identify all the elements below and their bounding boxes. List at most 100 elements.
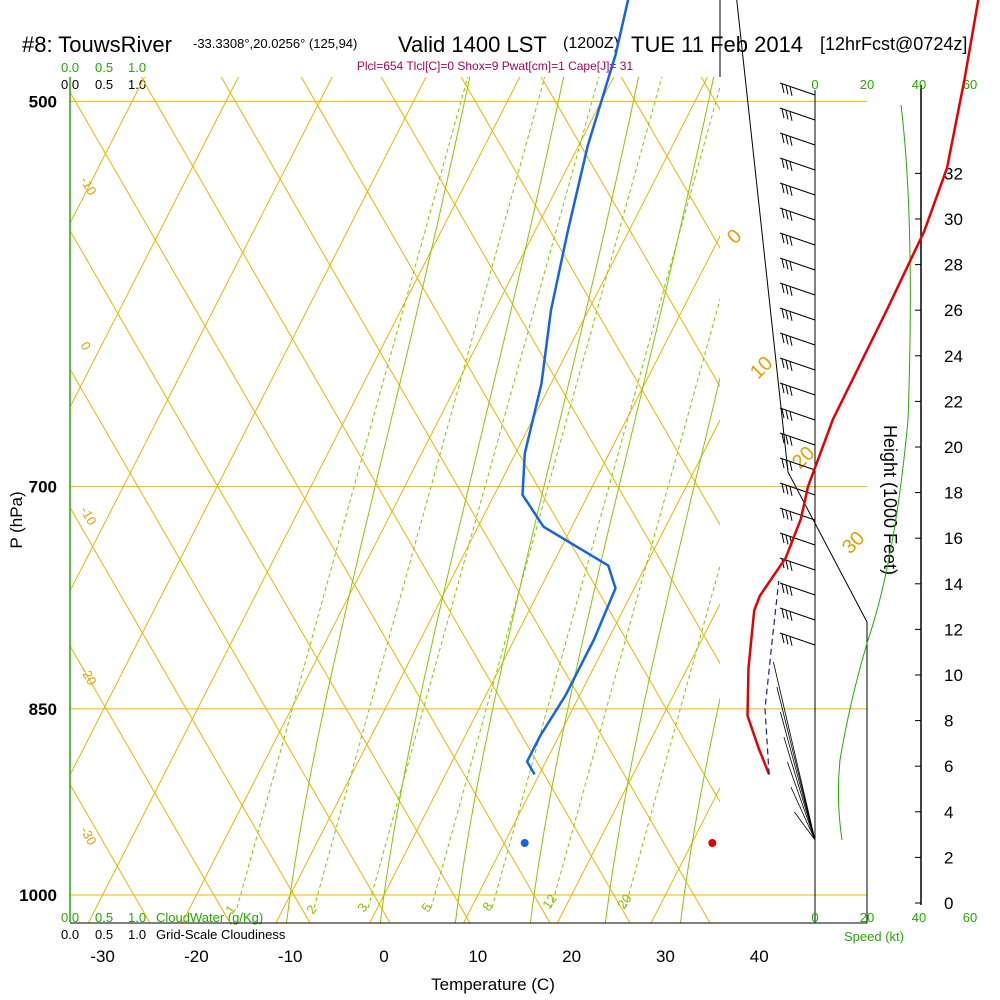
wind-barb-staff xyxy=(779,107,816,121)
height-tick-label: 4 xyxy=(944,803,953,822)
wind-barbs xyxy=(773,82,816,841)
height-tick-label: 18 xyxy=(944,484,963,503)
x-axis-title: Temperature (C) xyxy=(431,975,555,994)
plot-frame xyxy=(69,0,922,924)
mixing-ratio-line xyxy=(550,297,720,909)
isotherm-line xyxy=(369,235,720,923)
wind-barb-flag xyxy=(781,233,785,244)
isotherm-label: 0 xyxy=(723,225,746,248)
wind-barb-flag xyxy=(789,386,793,396)
height-tick-label: 20 xyxy=(944,438,963,457)
height-tick-label: 12 xyxy=(944,620,963,639)
wind-barb-staff xyxy=(779,207,816,221)
wind-barb xyxy=(779,532,816,546)
wind-barb-staff xyxy=(779,482,816,496)
wind-barb xyxy=(779,432,816,446)
valid-zulu: (1200Z) xyxy=(563,35,619,52)
pressure-tick-label: 700 xyxy=(29,478,57,497)
height-tick-label: 6 xyxy=(944,757,953,776)
moist-adiabat-line xyxy=(604,376,720,923)
wind-barb xyxy=(787,761,816,841)
wind-barb xyxy=(779,182,816,196)
wind-barb xyxy=(779,282,816,296)
wind-barb-flag xyxy=(781,308,785,319)
wind-barb-flag xyxy=(789,111,793,121)
wind-barb-staff xyxy=(779,457,816,471)
plot-right-slope xyxy=(736,0,868,923)
wind-barb-staff xyxy=(779,157,816,171)
wind-barb-flag xyxy=(781,83,785,94)
dry-adiabat-line xyxy=(140,77,631,923)
temperature-tick-label: -20 xyxy=(184,947,209,966)
wind-barb-staff xyxy=(779,382,816,396)
wind-barb xyxy=(779,107,816,121)
wind-barb xyxy=(776,686,816,841)
wind-barb-flag xyxy=(785,335,789,345)
pressure-tick-label: 1000 xyxy=(19,886,57,905)
bottom-black-1: 1.0 xyxy=(128,927,146,942)
surface-temperature-point xyxy=(708,839,717,847)
isotherm-line xyxy=(556,602,720,923)
wind-barb-flag xyxy=(789,86,793,96)
mixing-ratio-line xyxy=(430,77,663,909)
wind-barb-staff xyxy=(776,686,816,841)
wind-barb-flag xyxy=(785,235,789,245)
dry-adiabat-line xyxy=(300,77,720,803)
wind-barb-flag xyxy=(789,561,793,571)
wind-barb xyxy=(779,232,816,246)
isotherm-line xyxy=(275,77,708,923)
dry-adiabat-line xyxy=(220,77,711,923)
wind-barb-flag xyxy=(781,608,785,619)
wind-barb-flag xyxy=(781,358,785,369)
wind-barb-flag xyxy=(785,385,789,395)
valid-date: TUE 11 Feb 2014 xyxy=(631,32,803,57)
moist-adiabat-line xyxy=(680,696,720,923)
wind-barb-flag xyxy=(785,485,789,495)
isotherm-line xyxy=(0,0,279,951)
wind-barb-flag xyxy=(785,160,789,170)
moist-adiabat-line xyxy=(756,67,941,923)
wind-barb-flag xyxy=(785,135,789,145)
wind-barb-staff xyxy=(779,632,816,646)
isotherm-line xyxy=(918,0,1000,951)
moist-adiabat-line xyxy=(831,67,1000,923)
isotherm-label: -30 xyxy=(77,824,99,848)
wind-barb-staff xyxy=(790,786,816,841)
speed-axis-title: Speed (kt) xyxy=(844,929,904,944)
dry-adiabat-line xyxy=(380,77,720,665)
wind-barb-flag xyxy=(785,285,789,295)
speed-tick-label: 60 xyxy=(963,910,977,925)
wind-barb-staff xyxy=(779,357,816,371)
wind-barb-flag xyxy=(789,586,793,596)
wind-barb xyxy=(779,307,816,321)
wind-barb xyxy=(779,157,816,171)
wind-barb-flag xyxy=(781,158,785,169)
wind-barb-flag xyxy=(789,286,793,296)
wind-barb-flag xyxy=(789,361,793,371)
wind-barb xyxy=(779,507,816,521)
mixing-ratio-line xyxy=(313,77,546,909)
wind-barb-flag xyxy=(789,311,793,321)
temperature-line xyxy=(746,0,980,775)
isotherm-line xyxy=(70,77,146,225)
height-tick-label: 26 xyxy=(944,301,963,320)
dry-adiabat-line xyxy=(540,77,720,388)
wind-barb-staff xyxy=(779,557,816,571)
dry-adiabat-line xyxy=(70,368,391,923)
speed-tick-label: 0 xyxy=(811,910,818,925)
wind-barb-staff xyxy=(780,711,816,841)
wind-barb-flag xyxy=(785,585,789,595)
wind-barb xyxy=(779,382,816,396)
wind-barb-flag xyxy=(781,258,785,269)
height-tick-label: 32 xyxy=(944,164,963,183)
wind-barb xyxy=(779,257,816,271)
isotherm-line xyxy=(70,77,333,593)
speed-tick-label: 20 xyxy=(860,910,874,925)
wind-barb xyxy=(779,632,816,646)
wind-barb-flag xyxy=(785,610,789,620)
wind-barb-flag xyxy=(781,533,785,544)
wind-barb-flag xyxy=(785,260,789,270)
sounding-series xyxy=(520,0,980,847)
station-coords: -33.3308°,20.0256° (125,94) xyxy=(193,36,357,51)
wind-barb-staff xyxy=(779,607,816,621)
